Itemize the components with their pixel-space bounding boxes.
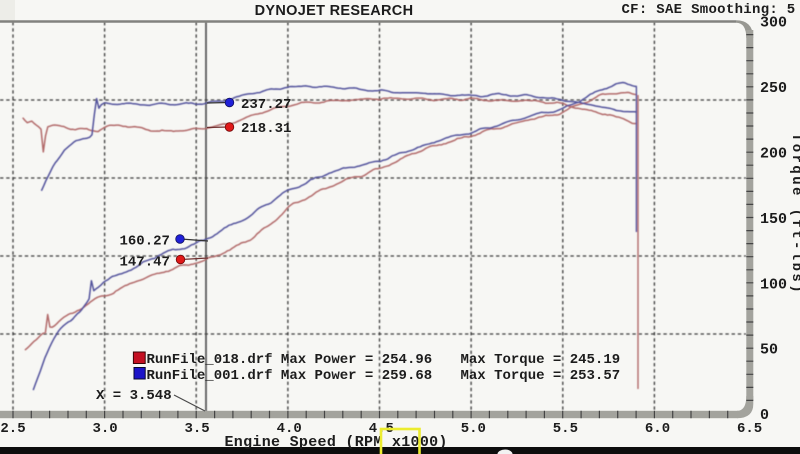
- svg-text:X = 3.548: X = 3.548: [96, 388, 172, 404]
- svg-text:6.0: 6.0: [645, 421, 670, 437]
- svg-text:5.0: 5.0: [461, 421, 486, 437]
- svg-text:RunFile_018.drf Max Power = 25: RunFile_018.drf Max Power = 254.96: [147, 352, 433, 368]
- svg-text:Max Torque = 253.57: Max Torque = 253.57: [461, 368, 621, 384]
- svg-text:DYNOJET RESEARCH: DYNOJET RESEARCH: [255, 3, 414, 19]
- svg-text:Torque (ft-lbs): Torque (ft-lbs): [788, 133, 800, 295]
- svg-text:4.0: 4.0: [277, 421, 302, 437]
- svg-text:250: 250: [760, 80, 787, 97]
- svg-text:147.47: 147.47: [120, 255, 170, 271]
- svg-text:CF: SAE Smoothing: 5: CF: SAE Smoothing: 5: [621, 2, 795, 18]
- svg-text:50: 50: [760, 342, 778, 359]
- svg-text:0: 0: [760, 407, 769, 424]
- svg-text:160.27: 160.27: [120, 234, 170, 250]
- svg-text:RunFile_001.drf Max Power = 25: RunFile_001.drf Max Power = 259.68: [147, 368, 433, 384]
- svg-text:3.0: 3.0: [92, 421, 117, 437]
- svg-text:237.27: 237.27: [241, 97, 291, 113]
- svg-text:300: 300: [760, 15, 787, 32]
- svg-text:150: 150: [760, 211, 787, 228]
- svg-text:3.5: 3.5: [184, 421, 209, 437]
- svg-text:218.31: 218.31: [241, 121, 291, 137]
- svg-text:5.5: 5.5: [553, 421, 578, 437]
- svg-text:200: 200: [760, 146, 787, 163]
- svg-text:2.5: 2.5: [0, 421, 25, 437]
- svg-text:6.5: 6.5: [737, 421, 762, 437]
- svg-text:Max Torque = 245.19: Max Torque = 245.19: [461, 352, 621, 368]
- svg-text:Engine Speed (RPM x1000): Engine Speed (RPM x1000): [225, 434, 448, 451]
- svg-text:100: 100: [760, 276, 787, 293]
